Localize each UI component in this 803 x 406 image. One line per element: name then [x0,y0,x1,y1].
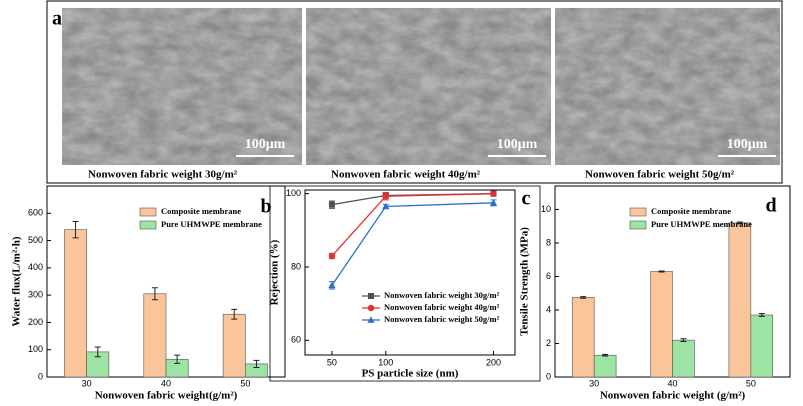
scale-bar-label: 100μm [497,137,538,152]
error-bar [736,221,743,225]
y-tick-label: 4 [546,304,551,314]
bar [672,339,695,378]
marker [490,190,497,197]
error-bar [72,220,79,239]
y-tick-label: 2 [546,338,551,348]
y-axis-label: Tensile Strength (MPa) [519,227,531,336]
scale-bar-label: 100μm [245,137,286,152]
x-tick-label: 40 [161,378,171,388]
panel-label: b [260,196,271,218]
bar [143,293,167,378]
bar [222,313,246,378]
marker [382,193,389,200]
image-caption: Nonwoven fabric weight 30g/m² [88,169,238,181]
plot-frame [304,189,516,356]
bar [571,297,595,378]
marker [328,252,336,260]
error-bar [602,353,609,357]
legend-label: Pure UHMWPE membrane [651,219,752,229]
legend-swatch [629,207,647,217]
error-bar [151,287,158,301]
legend-label: Nonwoven fabric weight 50g/m² [384,314,500,324]
legend-label: Pure UHMWPE membrane [161,219,262,229]
error-bar [758,313,765,317]
marker [382,202,390,210]
legend-label: Nonwoven fabric weight 40g/m² [384,302,500,312]
line [331,202,494,286]
x-tick-label: 50 [240,378,250,388]
x-tick-label: 30 [82,378,92,388]
error-bar [680,338,687,342]
bar [650,271,673,378]
y-tick-label: 10 [541,204,551,214]
y-tick-label: 600 [28,208,43,218]
bar [64,229,87,378]
marker [368,293,374,299]
panel-label: a [52,8,62,30]
bar [750,314,774,378]
x-axis-label: Nonwoven fabric weight(g/m²) [95,390,238,402]
x-tick-label: 50 [746,378,756,388]
y-axis-label: Rejection (%) [269,239,281,305]
marker [328,201,335,208]
y-tick-label: 200 [28,317,43,327]
marker [328,281,336,289]
panel-c-frame [269,185,541,382]
marker [367,316,375,323]
marker [367,304,375,312]
x-axis-label: Nonwoven fabric weight (g/m²) [600,390,746,402]
legend-swatch [629,220,647,230]
y-tick-label: 100 [28,344,43,354]
bar [593,354,617,378]
legend-label: Composite membrane [651,206,731,216]
scale-bar-label: 100μm [727,137,768,152]
y-tick-label: 0 [546,371,551,381]
legend-swatch [139,207,157,217]
y-tick-label: 100 [286,188,301,198]
legend-swatch [139,220,157,230]
sem-image [62,8,780,165]
y-axis-label: Water flux(L/m²·h) [11,236,23,327]
x-tick-label: 50 [327,357,337,367]
y-tick-label: 60 [291,335,301,345]
y-tick-label: 500 [28,235,43,245]
marker [489,199,498,206]
error-bar [94,346,101,358]
panel-label: c [522,188,531,210]
image-caption: Nonwoven fabric weight 40g/m² [331,169,481,181]
x-tick-label: 200 [486,357,501,367]
y-tick-label: 400 [28,262,43,272]
image-caption: Nonwoven fabric weight 50g/m² [585,169,735,181]
x-axis-label: PS particle size (nm) [362,368,459,380]
error-bar [174,354,181,364]
x-tick-label: 30 [589,378,599,388]
legend-label: Nonwoven fabric weight 30g/m² [384,290,500,300]
y-tick-label: 0 [38,371,43,381]
y-tick-label: 6 [546,271,551,281]
error-bar [658,270,665,273]
legend-label: Composite membrane [161,206,241,216]
error-bar [231,308,238,320]
y-tick-label: 300 [28,290,43,300]
error-bar [253,359,260,368]
y-tick-label: 8 [546,237,551,247]
panel-label: d [765,195,776,217]
x-tick-label: 40 [667,378,677,388]
bar [728,222,752,378]
y-tick-label: 80 [291,261,301,271]
x-tick-label: 100 [378,357,393,367]
error-bar [580,296,587,299]
